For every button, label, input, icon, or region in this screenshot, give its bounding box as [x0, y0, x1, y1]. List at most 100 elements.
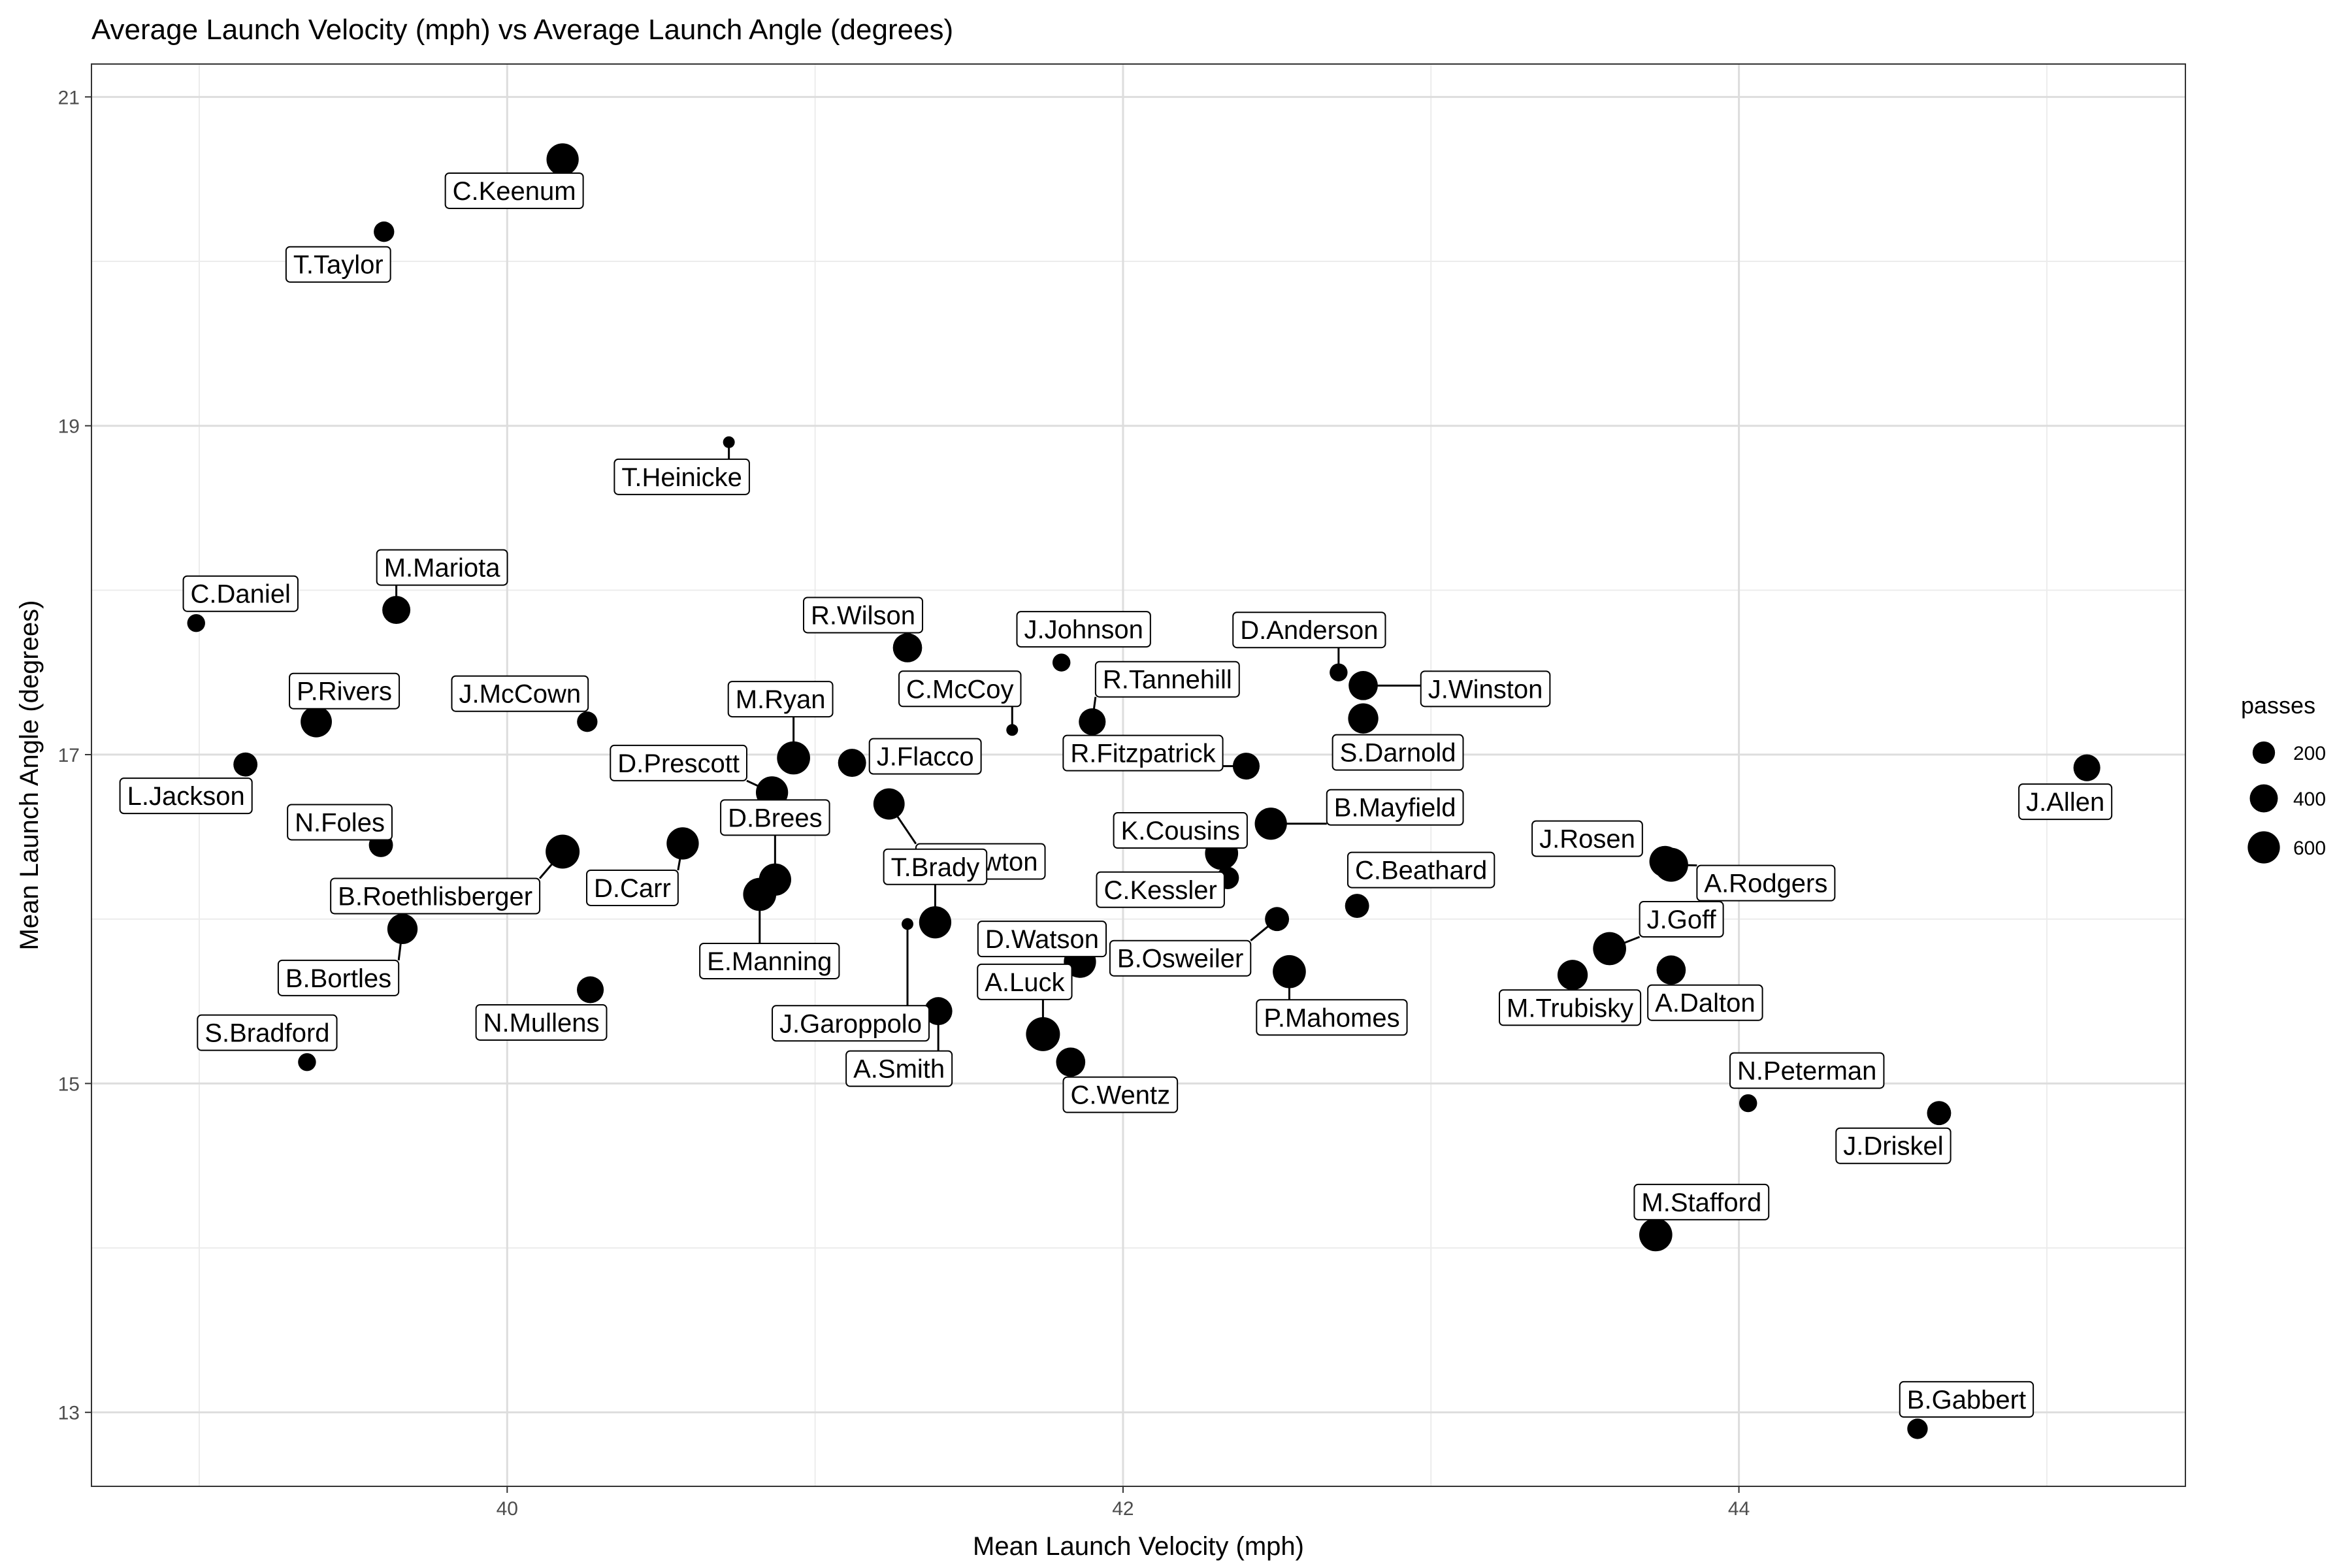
point-label: C.Wentz [1062, 1076, 1179, 1113]
minor-gridlines [91, 64, 2185, 1486]
data-point [1907, 1418, 1928, 1439]
data-point [233, 752, 258, 777]
data-point [1927, 1101, 1952, 1126]
point-label-text: J.Winston [1428, 675, 1543, 704]
point-label: A.Luck [977, 963, 1073, 1000]
y-axis-ticks: 13 15 17 19 21 [58, 87, 91, 1424]
point-label: R.Tannehill [1094, 661, 1240, 698]
plot-panel-border [91, 63, 2186, 1487]
point-label-box [610, 744, 747, 781]
point-label-box [1639, 901, 1724, 938]
point-label-box [868, 738, 982, 775]
point-label: C.McCoy [898, 670, 1022, 708]
point-label: J.Rosen [1531, 820, 1643, 857]
point-label-box [1696, 864, 1836, 902]
point-label-text: S.Darnold [1340, 739, 1456, 768]
point-label-text: T.Taylor [293, 251, 384, 280]
data-point [546, 143, 579, 176]
x-axis-ticks: 40 42 44 [497, 1486, 1750, 1520]
point-label: C.Daniel [182, 575, 299, 612]
point-label-box [330, 877, 541, 915]
data-point [1593, 932, 1626, 966]
point-label: B.Osweiler [1109, 939, 1252, 977]
point-label-text: B.Bortles [286, 964, 391, 993]
data-point [387, 913, 418, 944]
point-label-box [285, 246, 391, 283]
point-label-text: B.Mayfield [1334, 794, 1456, 823]
point-label: K.Cousins [1113, 812, 1248, 849]
point-label-text: K.Cousins [1121, 817, 1240, 845]
data-point [1739, 1094, 1757, 1113]
point-label-text: R.Fitzpatrick [1070, 740, 1216, 768]
point-label-text: N.Peterman [1737, 1057, 1876, 1086]
point-label-text: C.Wentz [1070, 1081, 1170, 1110]
point-label-box [1899, 1380, 2034, 1418]
point-label: R.Wilson [802, 596, 924, 634]
y-tick-label: 17 [58, 745, 80, 766]
point-label: C.Beathard [1347, 851, 1495, 889]
point-label: J.McCown [451, 675, 589, 712]
point-label-box [1633, 1183, 1770, 1220]
point-label-text: P.Mahomes [1264, 1004, 1399, 1032]
point-label-text: C.McCoy [906, 675, 1013, 704]
point-label-text: D.Brees [728, 804, 823, 832]
legend-size-label: 400 [2293, 789, 2326, 810]
point-label-text: T.Heinicke [621, 463, 742, 492]
point-label: E.Manning [699, 942, 840, 979]
point-label-box [1113, 812, 1248, 849]
point-label: N.Mullens [475, 1004, 608, 1041]
point-label-box [2018, 783, 2113, 821]
point-label-box [1531, 820, 1643, 857]
point-label-box [376, 549, 508, 586]
point-label-box [451, 675, 589, 712]
point-label: D.Anderson [1232, 612, 1386, 649]
point-label-box [1016, 611, 1151, 648]
point-label-text: C.Daniel [191, 580, 291, 609]
point-label-box [1256, 999, 1408, 1036]
data-point [1265, 907, 1290, 932]
point-label-text: J.Flacco [877, 743, 974, 772]
point-label-text: R.Wilson [811, 601, 915, 630]
point-label-box [883, 848, 988, 885]
point-label-text: N.Foles [295, 808, 385, 837]
data-point [1273, 955, 1306, 988]
point-label-text: D.Carr [594, 874, 671, 903]
point-label-text: R.Tannehill [1103, 666, 1232, 694]
point-label: A.Dalton [1647, 984, 1763, 1021]
x-tick-label: 40 [497, 1498, 518, 1520]
point-label: B.Gabbert [1899, 1380, 2034, 1418]
point-label: D.Prescott [610, 744, 747, 781]
y-tick-label: 19 [58, 416, 80, 438]
data-point [1639, 1218, 1673, 1252]
point-label-box [197, 1014, 338, 1051]
point-label-box [898, 670, 1022, 708]
point-label: D.Carr [586, 869, 679, 906]
point-label: B.Mayfield [1326, 789, 1464, 826]
point-label-text: C.Kessler [1103, 876, 1217, 905]
point-label: A.Rodgers [1696, 864, 1836, 902]
data-point [1656, 955, 1686, 985]
point-label: R.Fitzpatrick [1062, 734, 1224, 772]
y-axis-title: Mean Launch Angle (degrees) [15, 600, 44, 951]
point-label: M.Stafford [1633, 1183, 1770, 1220]
data-point [576, 976, 604, 1004]
point-label: C.Keenum [444, 172, 584, 209]
point-label-text: A.Dalton [1655, 989, 1755, 1018]
data-point [892, 633, 923, 662]
data-point [1330, 663, 1348, 681]
point-label-box [287, 804, 393, 841]
size-legend: passes 200 400 600 [2241, 692, 2326, 864]
point-label-text: M.Mariota [384, 554, 501, 583]
data-point [1026, 1017, 1060, 1051]
point-label-box [1062, 734, 1224, 772]
point-label-text: P.Rivers [297, 678, 392, 706]
point-label-text: B.Osweiler [1117, 945, 1243, 973]
point-label: J.Driskel [1835, 1127, 1952, 1164]
point-label: J.Allen [2018, 783, 2113, 821]
point-label-box [699, 942, 840, 979]
point-label: J.Goff [1639, 901, 1724, 938]
point-label: N.Foles [287, 804, 393, 841]
point-label-text: T.Brady [891, 853, 980, 882]
data-point [777, 741, 810, 775]
